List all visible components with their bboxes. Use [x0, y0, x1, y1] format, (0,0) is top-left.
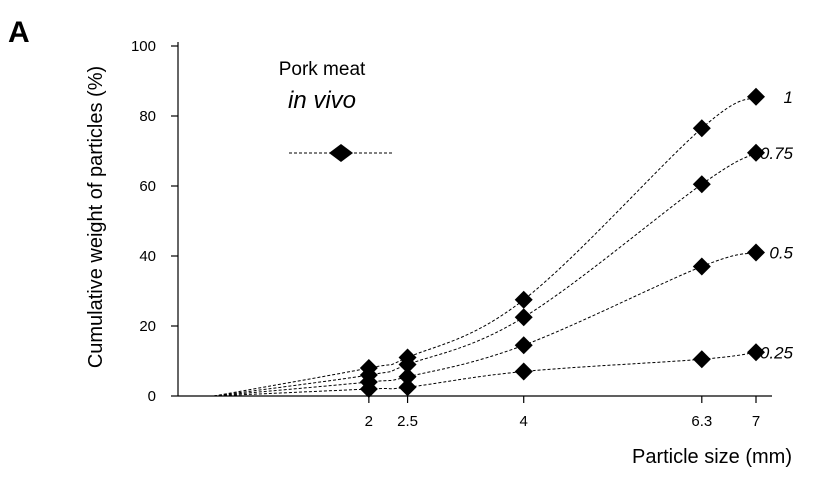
y-ticks: 0 20 40 60 80 100 [131, 38, 178, 405]
x-tick-label: 2.5 [397, 413, 418, 430]
y-tick-label: 0 [148, 388, 156, 405]
series-label: 0.5 [769, 244, 793, 263]
series-label: 0.75 [760, 144, 794, 163]
data-point [399, 378, 417, 396]
series-line-0.25 [214, 352, 756, 396]
x-axis-title: Particle size (mm) [632, 446, 792, 468]
y-tick-label: 60 [139, 178, 156, 195]
series-label: 1 [784, 88, 793, 107]
panel-letter: A [8, 16, 30, 49]
series-label: 0.25 [760, 343, 794, 362]
legend-marker [329, 144, 353, 162]
y-tick-label: 80 [139, 108, 156, 125]
series-line-0.75 [214, 153, 756, 396]
data-point [693, 350, 711, 368]
x-ticks: 2 2.5 4 6.3 7 [365, 396, 760, 430]
data-point [515, 291, 533, 309]
series-line-1 [214, 97, 756, 396]
series-line-0.5 [214, 253, 756, 397]
data-point [515, 336, 533, 354]
data-point [747, 244, 765, 262]
x-tick-label: 7 [752, 413, 760, 430]
x-tick-label: 2 [365, 413, 373, 430]
y-tick-label: 100 [131, 38, 156, 55]
data-point [693, 175, 711, 193]
y-tick-label: 20 [139, 318, 156, 335]
data-point [693, 258, 711, 276]
legend-subtitle: in vivo [288, 87, 356, 114]
x-tick-label: 6.3 [691, 413, 712, 430]
y-tick-label: 40 [139, 248, 156, 265]
data-point [747, 88, 765, 106]
data-point [515, 308, 533, 326]
legend: Pork meat in vivo [279, 59, 393, 162]
series-lines [214, 97, 756, 396]
legend-title: Pork meat [279, 59, 366, 80]
x-tick-label: 4 [520, 413, 528, 430]
data-point [515, 363, 533, 381]
y-axis-title: Cumulative weight of particles (%) [85, 66, 107, 368]
series-markers [360, 88, 765, 398]
series-labels: 1 0.75 0.5 0.25 [760, 88, 794, 363]
